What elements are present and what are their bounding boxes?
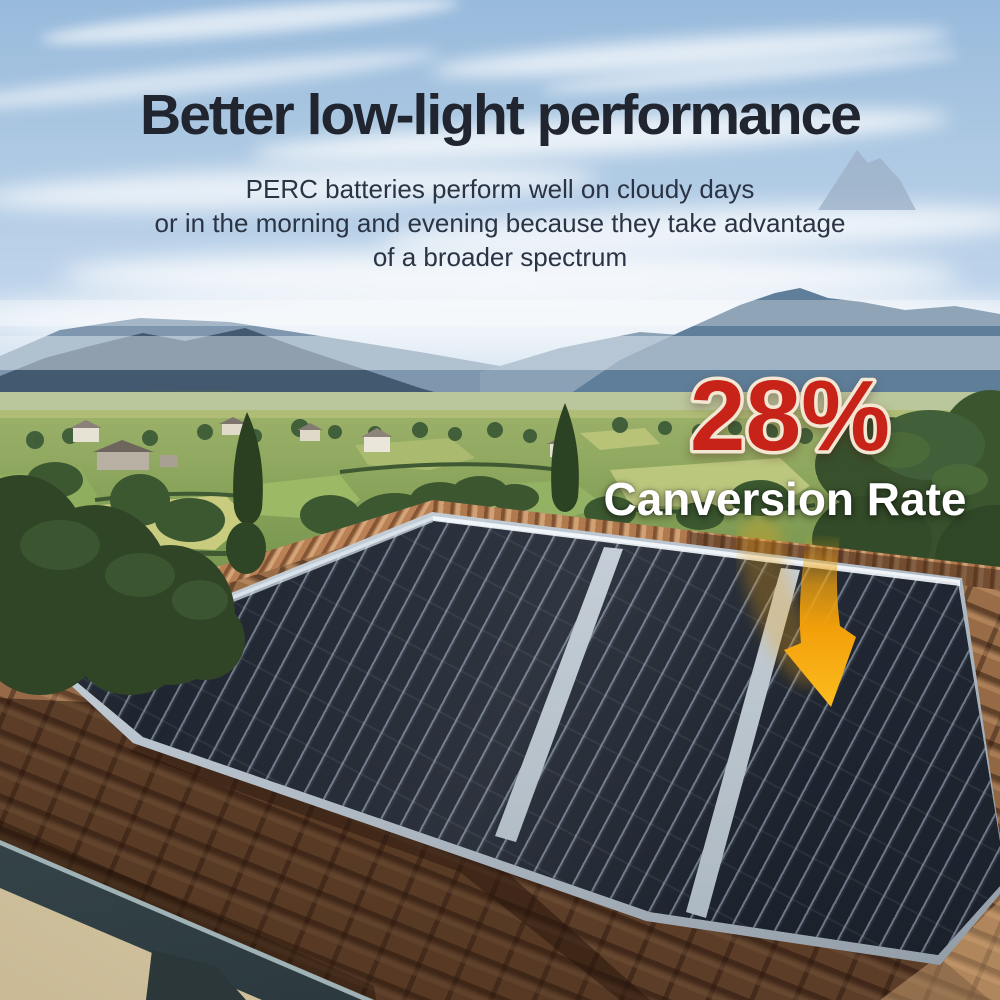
mountain-back-left xyxy=(0,318,500,400)
hedgerow xyxy=(339,462,561,474)
field xyxy=(0,468,100,525)
stat-value: 28% xyxy=(690,360,890,472)
subtitle-line: of a broader spectrum xyxy=(372,242,628,272)
cloud xyxy=(39,0,461,53)
subtitle-line: PERC batteries perform well on cloudy da… xyxy=(245,174,755,204)
subtitle-line: or in the morning and evening because th… xyxy=(154,208,846,238)
arrow-shape xyxy=(784,534,856,707)
hedgerow xyxy=(94,491,256,502)
ridge-bushes xyxy=(410,476,539,518)
field xyxy=(355,438,475,470)
stat-label: Canversion Rate xyxy=(603,473,967,525)
cypress-tree xyxy=(233,412,263,525)
arrow-motion-glow xyxy=(738,518,830,686)
cloud xyxy=(0,285,1000,355)
mountain-foothill xyxy=(0,390,470,430)
field xyxy=(250,475,360,520)
headline-title: Better low-light performance xyxy=(140,83,862,147)
stat-value-graphic: 28% xyxy=(686,357,893,476)
haze xyxy=(0,300,1000,326)
cloud xyxy=(429,19,951,87)
headline-subtitle: PERC batteries perform well on cloudy da… xyxy=(0,172,1000,274)
field xyxy=(100,495,250,550)
hedgerow xyxy=(99,542,421,557)
mountain-main xyxy=(0,328,470,430)
